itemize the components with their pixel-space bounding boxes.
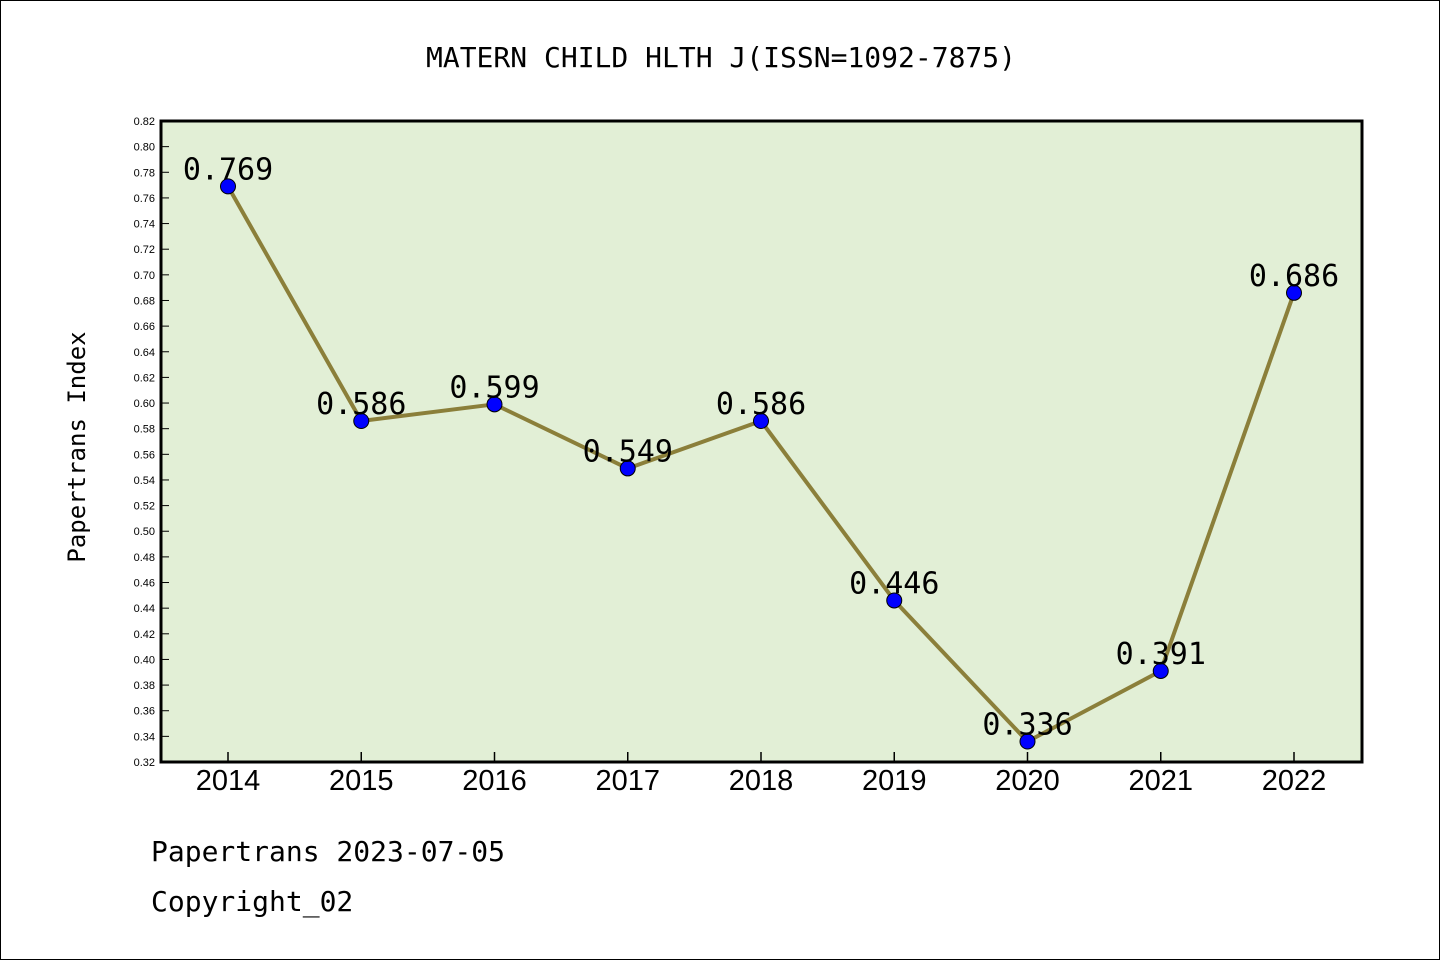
data-point <box>886 592 903 609</box>
y-tick-label: 0.48 <box>134 552 155 564</box>
x-tick-label: 2015 <box>329 765 394 797</box>
y-tick-label: 0.32 <box>134 757 155 769</box>
y-tick-label: 0.74 <box>134 219 155 231</box>
y-tick-label: 0.82 <box>134 116 155 128</box>
x-tick-label: 2018 <box>729 765 794 797</box>
x-tick-label: 2021 <box>1128 765 1193 797</box>
y-tick-label: 0.64 <box>134 347 155 359</box>
plot-area <box>159 119 1364 764</box>
y-tick-label: 0.52 <box>134 501 155 513</box>
y-tick-label: 0.36 <box>134 706 155 718</box>
data-label: 0.586 <box>716 387 806 422</box>
y-tick-label: 0.40 <box>134 654 155 666</box>
y-tick-label: 0.72 <box>134 244 155 256</box>
data-point <box>220 178 236 195</box>
footer-copyright: Copyright_02 <box>151 885 354 918</box>
data-series: 0.769 0.586 0.599 0.549 0.586 0.446 0.336 0.391… <box>183 152 1339 750</box>
data-label: 0.769 <box>183 152 273 187</box>
x-axis: 2014 2015 2016 2017 2018 2019 2020 2021 2022 <box>196 752 1327 797</box>
y-tick-label: 0.50 <box>134 526 155 538</box>
x-tick-label: 2016 <box>462 765 527 797</box>
y-tick-label: 0.76 <box>134 193 155 205</box>
y-tick-label: 0.54 <box>134 475 155 487</box>
y-tick-label: 0.56 <box>134 449 155 461</box>
y-tick-label: 0.38 <box>134 680 155 692</box>
y-tick-label: 0.66 <box>134 321 155 333</box>
y-tick-label: 0.70 <box>134 270 155 282</box>
chart-title: MATERN CHILD HLTH J(ISSN=1092-7875) <box>426 41 1016 74</box>
data-point <box>1286 284 1302 301</box>
x-tick-label: 2020 <box>995 765 1060 797</box>
data-label: 0.446 <box>849 566 939 601</box>
y-tick-label: 0.68 <box>134 295 155 307</box>
data-label: 0.549 <box>583 434 673 469</box>
x-tick-label: 2014 <box>196 765 261 797</box>
data-label: 0.586 <box>316 387 406 422</box>
x-tick-label: 2017 <box>595 765 660 797</box>
data-label: 0.336 <box>982 707 1072 742</box>
y-tick-label: 0.42 <box>134 629 155 641</box>
data-point <box>753 412 769 429</box>
y-tick-label: 0.78 <box>134 167 155 179</box>
y-tick-label: 0.34 <box>134 731 155 743</box>
y-axis-label: Papertrans Index <box>63 331 91 562</box>
y-axis: 0.32 0.34 0.36 0.38 0.40 0.42 0.44 0.46 0.48 0.50… <box>134 116 169 769</box>
data-point <box>353 412 370 429</box>
data-label: 0.599 <box>449 370 539 405</box>
y-tick-label: 0.46 <box>134 578 155 590</box>
footer-date: Papertrans 2023-07-05 <box>151 835 506 868</box>
data-point <box>619 460 636 477</box>
x-tick-label: 2022 <box>1262 765 1327 797</box>
x-tick-label: 2019 <box>862 765 927 797</box>
y-tick-label: 0.80 <box>134 142 155 154</box>
y-tick-label: 0.44 <box>134 603 155 615</box>
y-tick-label: 0.62 <box>134 372 155 384</box>
data-point <box>486 396 503 413</box>
data-point <box>1152 662 1169 679</box>
y-tick-label: 0.58 <box>134 424 155 436</box>
data-point <box>1019 733 1036 750</box>
data-label: 0.391 <box>1116 637 1206 672</box>
y-tick-label: 0.60 <box>134 398 155 410</box>
data-label: 0.686 <box>1249 259 1339 294</box>
